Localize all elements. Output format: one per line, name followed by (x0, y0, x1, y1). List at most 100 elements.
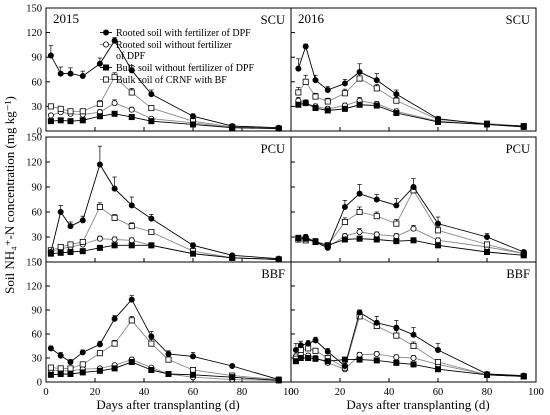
legend-label: of DPF (116, 51, 146, 62)
panel-label: SCU (261, 13, 285, 27)
y-tick-label: 120 (26, 158, 42, 169)
data-point (434, 237, 441, 244)
data-point (410, 237, 417, 244)
data-point (356, 75, 363, 82)
data-point (229, 362, 236, 369)
data-point (410, 342, 417, 349)
data-point (79, 217, 86, 224)
data-point (483, 233, 490, 240)
data-point (312, 77, 319, 84)
data-point (410, 331, 417, 338)
series-bulk_crnf (295, 73, 527, 130)
data-point (434, 366, 441, 373)
data-point (305, 354, 312, 361)
panel-frame (290, 261, 537, 383)
data-point (128, 67, 135, 74)
panel-label: PCU (261, 142, 285, 156)
data-point (295, 101, 302, 108)
data-point (434, 115, 441, 122)
data-point (189, 250, 196, 257)
data-point (292, 358, 299, 365)
data-point (96, 244, 103, 251)
data-point (356, 235, 363, 242)
data-point (373, 357, 380, 364)
legend-label: Bulk soil of CRNF with BF (116, 75, 227, 86)
data-point (96, 350, 103, 357)
data-point (373, 85, 380, 92)
data-point (128, 237, 135, 244)
data-point (393, 332, 400, 339)
y-tick-label: 30 (32, 102, 43, 113)
data-point (79, 117, 86, 124)
data-point (410, 183, 417, 190)
data-point (483, 121, 490, 128)
legend-label: Bulk soil without fertilizer of DPF (116, 63, 254, 74)
y-tick-label: 0 (37, 258, 42, 269)
data-point (324, 244, 331, 251)
series-bulk_crnf (292, 312, 527, 380)
data-point (393, 354, 400, 361)
data-point (57, 208, 64, 215)
data-point (148, 215, 155, 222)
data-point (67, 248, 74, 255)
data-point (148, 340, 155, 347)
data-point (96, 367, 103, 374)
data-point (79, 238, 86, 245)
data-point (67, 370, 74, 377)
data-point (111, 365, 118, 372)
data-point (434, 242, 441, 249)
series-line (297, 45, 524, 127)
data-point (373, 231, 380, 238)
data-point (434, 346, 441, 353)
data-point (111, 214, 118, 221)
y-tick-label: 120 (26, 282, 42, 293)
data-point (79, 349, 86, 356)
y-tick-label: 30 (32, 354, 43, 365)
data-point (520, 123, 527, 130)
data-point (128, 202, 135, 209)
data-point (302, 100, 309, 107)
y-tick-label: 90 (32, 306, 43, 317)
data-point (57, 117, 64, 124)
year-label: 2016 (298, 11, 325, 26)
data-point (373, 350, 380, 357)
data-point (324, 107, 331, 114)
data-point (111, 242, 118, 249)
y-tick-label: 60 (32, 77, 43, 88)
data-point (295, 89, 302, 96)
legend-entry-bulk_crnf: Bulk soil of CRNF with BF (100, 75, 227, 86)
data-point (47, 345, 54, 352)
data-point (189, 113, 196, 120)
data-point (67, 70, 74, 77)
legend-marker (103, 64, 110, 71)
data-point (67, 108, 74, 115)
data-point (67, 223, 74, 230)
data-point (483, 241, 490, 248)
y-tick-label: 150 (26, 133, 42, 144)
data-point (275, 124, 282, 131)
data-point (128, 317, 135, 324)
data-point (356, 101, 363, 108)
data-point (96, 203, 103, 210)
data-point (356, 208, 363, 215)
data-point (373, 213, 380, 220)
data-point (373, 196, 380, 203)
y-tick-label: 60 (32, 208, 43, 219)
data-point (410, 354, 417, 361)
data-point (373, 102, 380, 109)
data-point (312, 238, 319, 245)
data-point (111, 340, 118, 347)
series-bulk_nofert (47, 110, 282, 132)
data-point (111, 73, 118, 80)
y-tick-label: 90 (32, 53, 43, 64)
x-tick-label: 80 (237, 387, 248, 398)
y-tick-label: 0 (37, 378, 42, 389)
data-point (111, 236, 118, 243)
data-point (79, 248, 86, 255)
x-tick-label: 20 (90, 387, 101, 398)
data-point (189, 353, 196, 360)
data-point (341, 218, 348, 225)
data-point (229, 123, 236, 130)
data-point (324, 98, 331, 105)
